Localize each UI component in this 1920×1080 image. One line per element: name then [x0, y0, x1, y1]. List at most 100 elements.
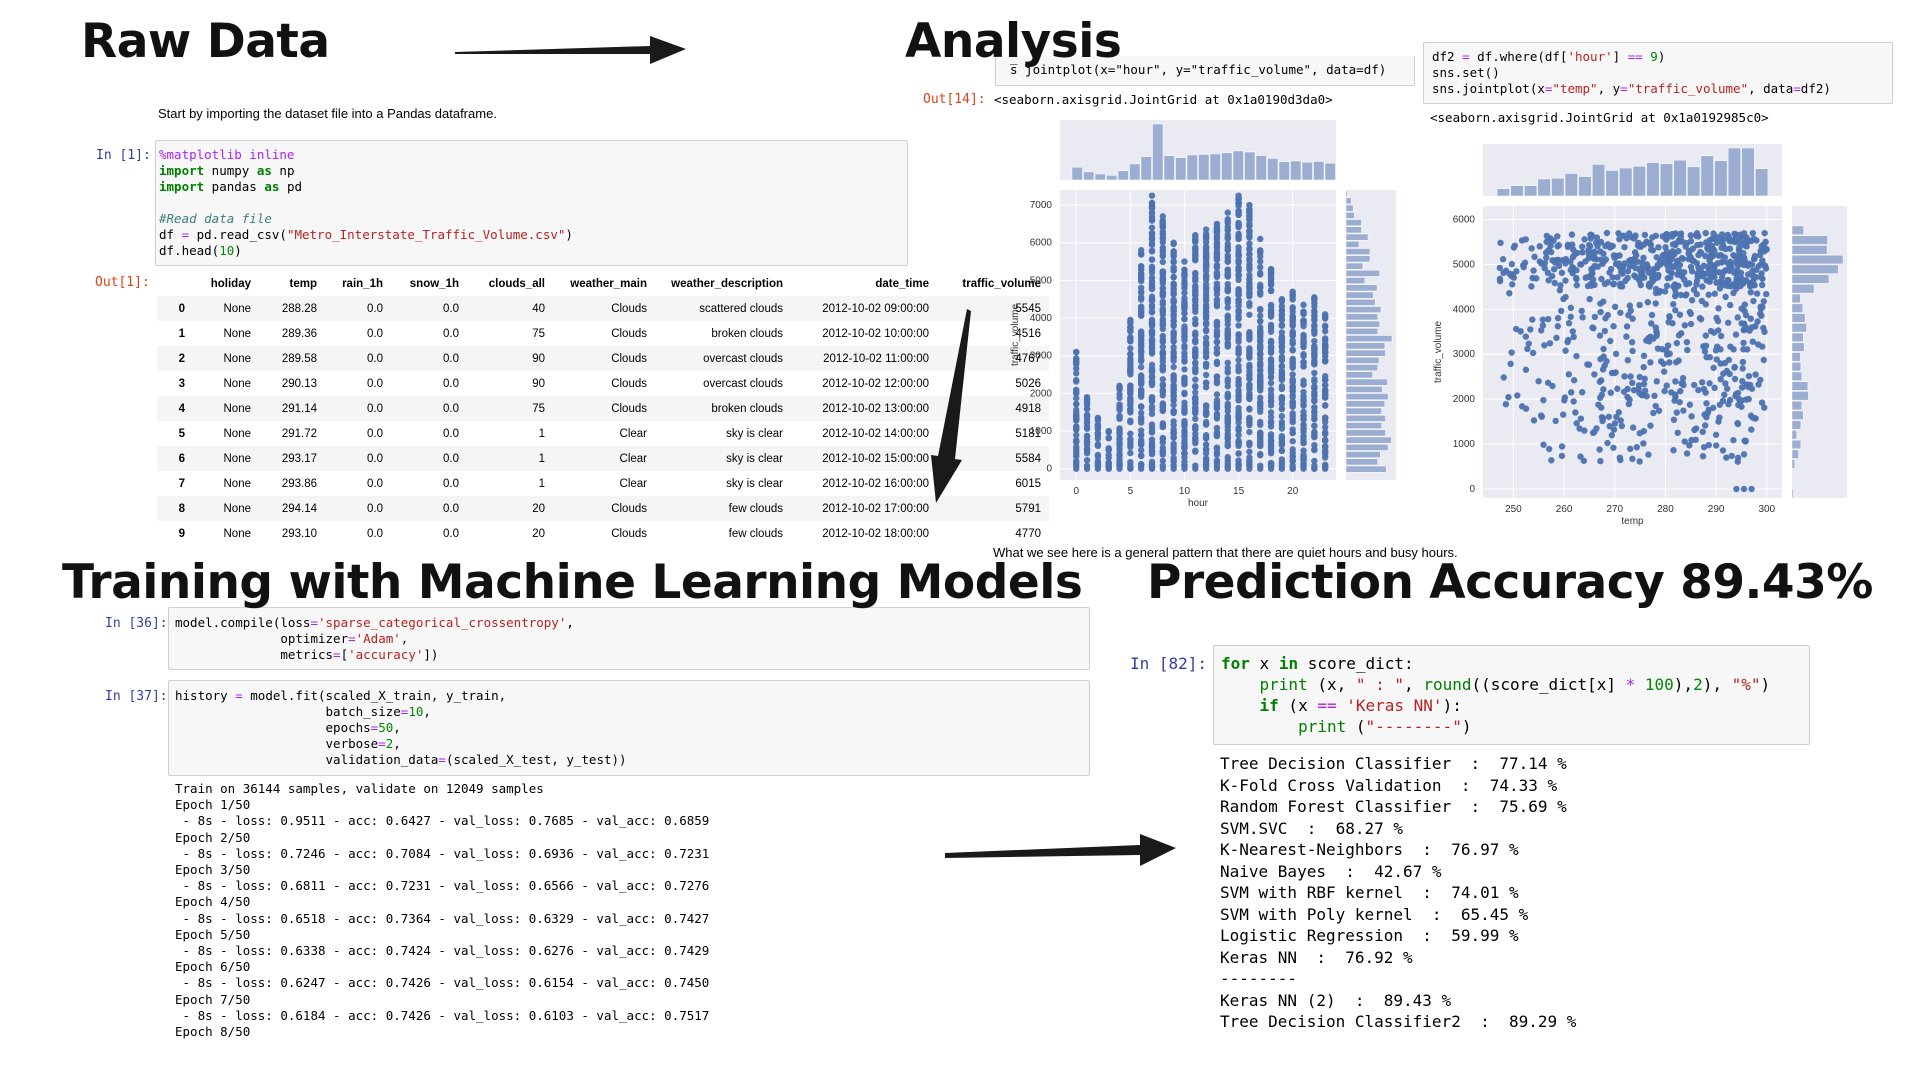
histogram-bar	[1186, 154, 1198, 181]
scatter-point	[1740, 339, 1747, 347]
table-cell: 5791	[937, 496, 1049, 521]
scatter-point	[1235, 462, 1242, 469]
histogram-bar	[1687, 166, 1701, 197]
scatter-point	[1739, 365, 1746, 372]
scatter-point	[1564, 241, 1572, 249]
scatter-point	[1539, 316, 1547, 323]
scatter-point	[1278, 434, 1286, 442]
histogram-bar	[1313, 161, 1325, 181]
pred-code-cell[interactable]: for x in score_dict: print (x, " : ", ro…	[1213, 645, 1810, 745]
scatter-point	[1720, 370, 1727, 377]
scatter-point	[1645, 282, 1653, 289]
scatter-point	[1202, 462, 1210, 469]
analysis-code-cell-1[interactable]: s̅ ̅jointplot(x="hour", y="traffic_volum…	[995, 56, 1415, 86]
scatter-point	[1224, 434, 1231, 442]
raw-code-cell[interactable]: %matplotlib inline import numpy as np im…	[155, 140, 908, 266]
scatter-point	[1653, 328, 1660, 335]
scatter-point	[1582, 274, 1589, 281]
scatter-point	[1657, 287, 1664, 295]
scatter-point	[1181, 326, 1188, 333]
table-cell: 2012-10-02 16:00:00	[822, 477, 929, 490]
raw-code: %matplotlib inline import numpy as np im…	[156, 141, 907, 259]
scatter-point	[1267, 386, 1275, 393]
scatter-point	[1718, 231, 1726, 238]
scatter-point	[1623, 333, 1630, 340]
histogram-bar	[1345, 444, 1389, 451]
scatter-point	[1235, 356, 1242, 364]
scatter-point	[1159, 376, 1167, 383]
table-cell: 294.14	[259, 496, 325, 521]
scatter-point	[1731, 375, 1739, 383]
train-compile-cell[interactable]: model.compile(loss='sparse_categorical_c…	[168, 607, 1090, 670]
scatter-point	[1638, 270, 1645, 277]
scatter-point	[1652, 402, 1659, 410]
scatter-point	[1202, 380, 1210, 387]
scatter-point	[1500, 269, 1507, 277]
scatter-point	[1676, 398, 1683, 406]
scatter-point	[1608, 432, 1616, 439]
train-fit-cell[interactable]: history = model.fit(scaled_X_train, y_tr…	[168, 680, 1090, 776]
scatter-point	[1567, 313, 1574, 321]
scatter-point	[1235, 309, 1242, 316]
y-axis-label: traffic_volume	[1010, 304, 1021, 367]
scatter-point	[1202, 456, 1210, 463]
table-header-cell: date_time	[875, 278, 929, 290]
scatter-point	[1653, 254, 1660, 261]
scatter-point	[1267, 413, 1275, 421]
scatter-point	[1300, 402, 1307, 409]
table-cell: sky is clear	[726, 427, 783, 440]
table-cell: 0.0	[325, 296, 391, 321]
histogram-bar	[1700, 155, 1714, 197]
scatter-point	[1710, 329, 1718, 336]
scatter-point	[1267, 433, 1275, 441]
code-line: optimizer='Adam',	[175, 631, 409, 646]
scatter-point	[1246, 448, 1253, 455]
scatter-point	[1588, 231, 1595, 239]
scatter-point	[1553, 334, 1560, 342]
histogram-bar	[1209, 153, 1221, 181]
histogram-bar	[1345, 371, 1373, 379]
scatter-point	[1544, 315, 1552, 323]
scatter-point	[1623, 235, 1630, 242]
scatter-point	[1235, 368, 1242, 375]
scatter-point	[1246, 421, 1253, 429]
row-index: 0	[157, 296, 193, 321]
scatter-point	[1522, 366, 1530, 373]
scatter-point	[1671, 263, 1678, 270]
row-index: 8	[157, 496, 193, 521]
scatter-point	[1582, 258, 1589, 265]
y-tick-label: 2000	[1030, 388, 1053, 399]
scatter-point	[1224, 426, 1231, 434]
scatter-point	[1148, 217, 1156, 224]
scatter-point	[1647, 359, 1654, 366]
scatter-point	[1558, 269, 1566, 277]
table-cell: 2012-10-02 13:00:00	[791, 396, 937, 421]
scatter-point	[1722, 380, 1729, 387]
scatter-point	[1148, 348, 1156, 355]
table-cell: overcast clouds	[703, 377, 783, 390]
log-line: - 8s - loss: 0.6247 - acc: 0.7426 - val_…	[175, 975, 710, 991]
scatter-point	[1116, 415, 1123, 423]
scatter-point	[1612, 350, 1620, 358]
histogram-bar	[1632, 165, 1646, 197]
table-row: 0 None 288.28 0.0 0.0 40 Clouds scattered cloud…	[157, 296, 1049, 321]
training-log-output: Train on 36144 samples, validate on 1204…	[175, 781, 709, 1040]
scatter-point	[1650, 409, 1657, 417]
scatter-point	[1170, 307, 1177, 315]
log-line: - 8s - loss: 0.6338 - acc: 0.7424 - val_…	[175, 943, 710, 959]
histogram-bar	[1605, 170, 1619, 197]
heading-prediction: Prediction Accuracy 89.43%	[1147, 555, 1873, 610]
scatter-point	[1170, 273, 1177, 281]
result-line: SVM.SVC : 68.27 %	[1220, 818, 1404, 838]
scatter-point	[1623, 323, 1631, 330]
analysis-code-cell-2[interactable]: df2 = df.where(df['hour'] == 9) sns.set(…	[1423, 42, 1893, 104]
scatter-point	[1743, 396, 1750, 403]
scatter-point	[1159, 363, 1167, 370]
scatter-point	[1683, 281, 1690, 288]
scatter-point	[1213, 327, 1221, 334]
scatter-point	[1289, 314, 1296, 321]
scatter-point	[1757, 305, 1765, 312]
scatter-point	[1170, 421, 1177, 429]
scatter-point	[1213, 451, 1221, 458]
